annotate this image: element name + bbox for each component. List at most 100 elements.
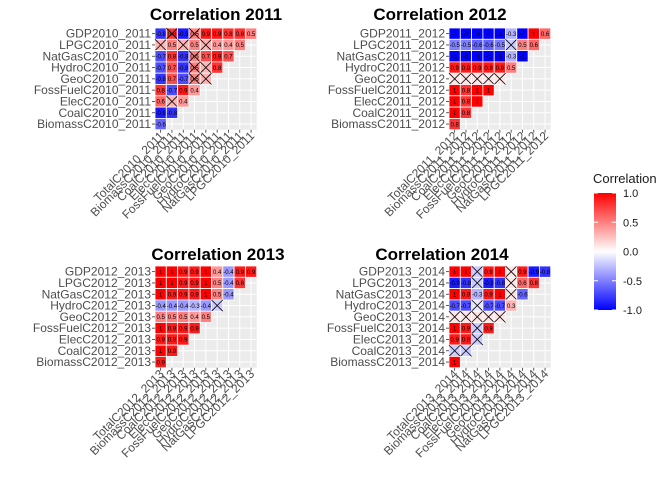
cell-value-label: 0.6 xyxy=(518,281,527,287)
row-label: FossFuelC2013_2014 xyxy=(327,321,445,335)
cell-value-label: 0.9 xyxy=(496,66,505,72)
row-label: CoalC2011_2012 xyxy=(352,106,445,120)
legend-tick-label: -1.0 xyxy=(623,305,642,317)
cell-value-label: -0.5 xyxy=(461,43,472,49)
cell-value-label: 0.6 xyxy=(541,32,550,38)
insignificant-cross xyxy=(188,61,201,74)
cell-value-label: 0.5 xyxy=(247,32,256,38)
cell-value-label: 0.9 xyxy=(179,338,188,344)
row-label: LPGC2013_2014 xyxy=(352,276,445,290)
cell-value-label: 0.4 xyxy=(179,100,188,106)
row-label: ElecC2013_2014 xyxy=(353,332,445,346)
cell-value-label: 0.5 xyxy=(190,54,199,60)
cell-value-label: -1 xyxy=(452,32,458,38)
panel-title: Correlation 2012 xyxy=(373,5,506,24)
cell-value-label: 0.9 xyxy=(168,349,177,355)
cell-value-label: -0.8 xyxy=(540,270,551,276)
cell-value-label: -0.4 xyxy=(223,292,234,298)
cell-value-label: 1 xyxy=(464,270,468,276)
cell-value-label: -0.6 xyxy=(483,43,494,49)
row-label: FossFuelC2012_2013 xyxy=(33,321,151,335)
cell-value-label: 0.4 xyxy=(190,315,199,321)
heatmap-cell xyxy=(188,322,201,335)
insignificant-cross xyxy=(448,344,461,357)
cell-value-label: 1 xyxy=(453,326,457,332)
row-label: GeoC2012_2013 xyxy=(60,310,152,324)
legend-tick-label: 1.0 xyxy=(623,188,638,200)
cell-value-label: 0.5 xyxy=(202,315,211,321)
insignificant-cross xyxy=(471,333,484,346)
row-label: ElecC2012_2013 xyxy=(59,332,151,346)
insignificant-cross xyxy=(471,72,484,85)
cell-value-label: 0.6 xyxy=(156,100,165,106)
row-label: LPGC2011_2012 xyxy=(353,38,445,52)
cell-value-label: -0.4 xyxy=(178,304,189,310)
cell-value-label: 0.7 xyxy=(168,77,177,83)
cell-value-label: -0.4 xyxy=(223,270,234,276)
cell-value-label: 0.9 xyxy=(156,360,165,366)
heatmap-cell xyxy=(188,84,201,97)
cell-value-label: 0.5 xyxy=(213,292,222,298)
heatmap-cell xyxy=(516,50,529,63)
cell-value-label: -1 xyxy=(497,32,503,38)
cell-value-label: 0.9 xyxy=(213,32,222,38)
cell-value-label: 1 xyxy=(476,88,480,94)
cell-value-label: -0.7 xyxy=(167,88,178,94)
cell-value-label: 0.7 xyxy=(168,66,177,72)
cell-value-label: -0.6 xyxy=(517,292,528,298)
row-label: NatGasC2011_2012 xyxy=(336,49,445,63)
heatmap-cell xyxy=(505,299,518,312)
heatmap-cell xyxy=(177,95,190,108)
cell-value-label: 0.4 xyxy=(224,43,233,49)
insignificant-cross xyxy=(188,72,201,85)
cell-value-label: 1 xyxy=(453,292,457,298)
row-label: LPGC2010_2011 xyxy=(59,38,151,52)
cell-value-label: 1 xyxy=(487,88,491,94)
cell-value-label: 0.8 xyxy=(156,88,165,94)
row-label: CoalC2013_2014 xyxy=(352,344,446,358)
cell-value-label: 0.9 xyxy=(168,326,177,332)
heatmap-cell xyxy=(539,265,552,278)
cell-value-label: 0.9 xyxy=(462,66,471,72)
cell-value-label: 0.8 xyxy=(462,100,471,106)
insignificant-cross xyxy=(211,299,224,312)
insignificant-cross xyxy=(448,72,461,85)
cell-value-label: 0.5 xyxy=(236,43,245,49)
cell-value-label: 0.5 xyxy=(179,315,188,321)
cell-value-label: -0.7 xyxy=(178,77,189,83)
row-label: GDP2010_2011 xyxy=(66,27,152,41)
cell-value-label: 0.9 xyxy=(484,270,493,276)
cell-value-label: 1 xyxy=(159,281,163,287)
cell-value-label: -0.8 xyxy=(155,77,166,83)
insignificant-cross xyxy=(460,344,472,357)
cell-value-label: 1 xyxy=(170,281,174,287)
cell-value-label: 0.5 xyxy=(507,66,516,72)
cell-value-label: -0.3 xyxy=(506,32,517,38)
cell-value-label: 0.9 xyxy=(168,338,177,344)
row-label: FossFuelC2010_2011 xyxy=(34,83,152,97)
heatmap-panel-2: Correlation 2012-1 -1 -1 -1 -1 -0.3 -1 1 0.6-0.5… xyxy=(328,5,552,222)
cell-value-label: 0.9 xyxy=(190,270,199,276)
heatmap-cell xyxy=(516,288,529,301)
cell-value-label: -0.4 xyxy=(167,304,178,310)
cell-value-label: 0.4 xyxy=(213,270,222,276)
cell-value-label: -0.7 xyxy=(155,66,166,72)
heatmap-cell xyxy=(244,27,258,40)
cell-value-label: 0.8 xyxy=(213,66,222,72)
cell-value-label: 0.5 xyxy=(213,281,222,287)
insignificant-cross xyxy=(188,27,201,40)
cell-value-label: -0.7 xyxy=(461,304,472,310)
cell-value-label: 0.8 xyxy=(168,32,177,38)
cell-value-label: -0.9 xyxy=(529,270,540,276)
cell-value-label: 0.9 xyxy=(518,270,527,276)
row-label: GDP2013_2014 xyxy=(359,265,445,279)
cell-value-label: -0.3 xyxy=(506,54,517,60)
cell-value-label: 0.5 xyxy=(156,315,165,321)
row-label: ElecC2011_2012 xyxy=(354,94,446,108)
cell-value-label: 0.7 xyxy=(224,54,233,60)
cell-value-label: 0.9 xyxy=(462,326,471,332)
legend: Correlation 1.0 0.5 0.0 -0.5 -1.0 xyxy=(593,171,657,317)
row-label: HydroC2013_2014 xyxy=(344,299,445,313)
cell-value-label: 0.5 xyxy=(190,32,199,38)
